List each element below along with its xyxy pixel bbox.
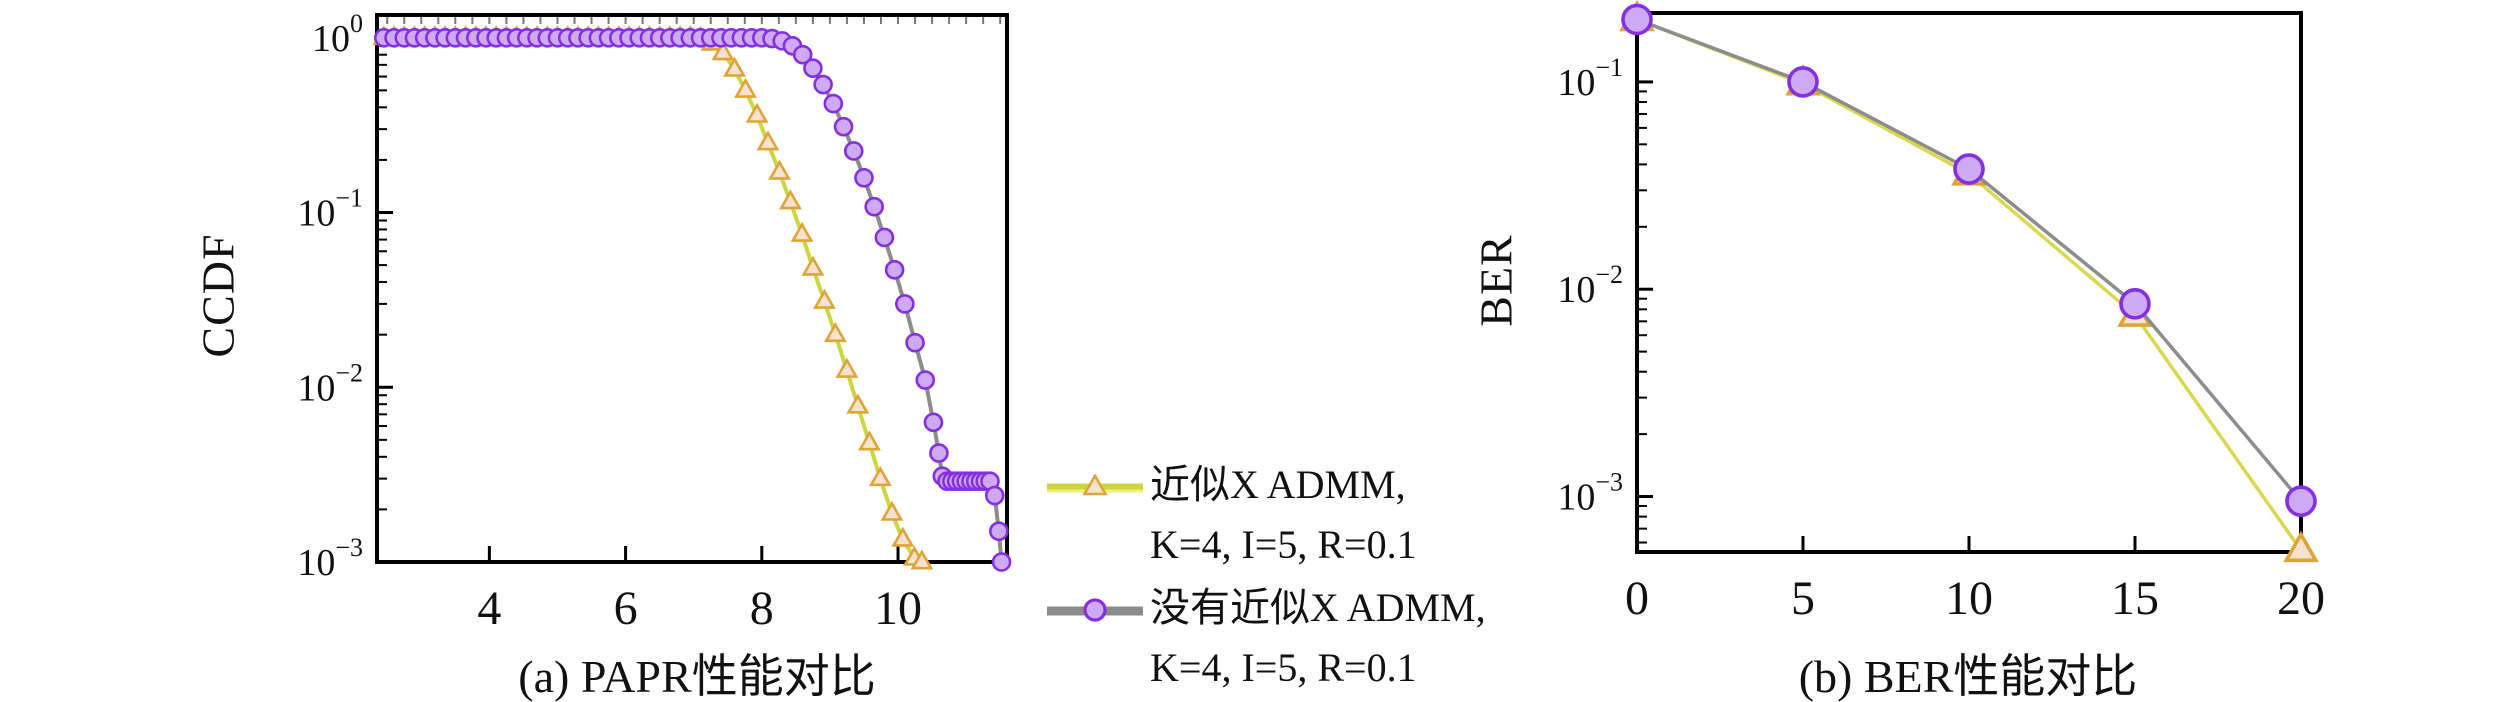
triangle-marker	[813, 288, 836, 309]
circle-marker	[854, 168, 874, 188]
circle-marker	[1953, 153, 1985, 185]
ber-y-tick-label: 10−1	[1557, 53, 1623, 104]
papr-axes-box	[375, 13, 1009, 564]
ber-series-line	[1636, 17, 2303, 503]
triangle-marker	[868, 465, 892, 487]
circle-marker	[923, 412, 944, 433]
triangle-marker	[857, 430, 881, 451]
papr-x-tick-label: 6	[614, 582, 638, 635]
ber-y-axis-label-wrap: BER	[1458, 125, 1534, 435]
circle-marker	[792, 44, 813, 65]
ber-y-axis-label: BER	[1470, 233, 1522, 327]
ber-axes-box	[1635, 11, 2303, 554]
triangle-marker	[835, 357, 859, 378]
triangle-marker	[734, 77, 757, 98]
circle-marker	[929, 443, 949, 463]
triangle-marker	[801, 255, 825, 276]
triangle-marker	[745, 102, 769, 123]
triangle-marker	[790, 221, 814, 242]
legend-label-approx-line1: 近似X ADMM,	[1150, 462, 1406, 507]
ber-x-tick-label: 10	[1945, 572, 1993, 625]
legend-label-approx-line2: K=4, I=5, R=0.1	[1150, 522, 1417, 567]
papr-y-tick-label: 10−3	[297, 533, 363, 584]
papr-y-axis-label-wrap: CCDF	[180, 140, 256, 450]
triangle-marker	[756, 130, 780, 151]
circle-marker	[843, 141, 864, 161]
circle-marker	[989, 521, 1009, 542]
circle-marker	[833, 116, 854, 137]
triangle-marker	[2283, 530, 2319, 563]
ber-x-tick-label: 20	[2277, 572, 2325, 625]
ber-x-tick-label: 15	[2111, 572, 2159, 625]
ber-chart-svg: 10−1 10−2 10−3 0 5 10 15 20	[1557, 0, 2325, 625]
papr-x-tick-label: 10	[874, 582, 922, 635]
circle-marker	[2119, 288, 2151, 320]
circle-marker	[984, 485, 1005, 506]
circle-marker	[864, 196, 884, 217]
triangle-marker	[711, 40, 735, 61]
triangle-marker	[778, 189, 802, 210]
triangle-marker	[823, 322, 847, 343]
circle-marker	[1787, 66, 1819, 98]
ber-y-tick-label: 10−2	[1557, 260, 1623, 311]
circle-marker	[884, 260, 905, 280]
circle-marker	[813, 74, 833, 95]
ber-x-tick-label: 5	[1791, 572, 1815, 625]
triangle-marker	[846, 393, 870, 414]
papr-series-line	[383, 35, 923, 564]
triangle-marker	[880, 500, 904, 521]
circle-marker	[991, 552, 1012, 572]
papr-y-tick-label: 100	[312, 9, 363, 60]
papr-x-tick-label: 4	[477, 582, 501, 635]
triangle-marker	[768, 159, 791, 180]
circle-marker	[1621, 3, 1653, 36]
papr-caption: (a) PAPR性能对比	[518, 651, 876, 702]
circle-marker	[874, 227, 895, 248]
triangle-marker	[723, 56, 747, 77]
legend-label-noapprox-line2: K=4, I=5, R=0.1	[1150, 645, 1417, 690]
circle-marker	[915, 370, 936, 390]
papr-chart-svg: 100 10−1 10−2 10−3 4 6 8 10	[297, 9, 1012, 635]
circle-marker	[895, 294, 915, 314]
ber-y-tick-label: 10−3	[1557, 468, 1623, 519]
triangle-marker	[891, 526, 915, 547]
circle-marker	[823, 93, 844, 114]
triangle-marker	[910, 549, 934, 570]
ber-caption: (b) BER性能对比	[1798, 651, 2138, 702]
circle-marker	[2285, 485, 2317, 517]
papr-y-axis-label: CCDF	[192, 232, 244, 358]
papr-y-tick-label: 10−2	[297, 358, 363, 409]
papr-y-tick-label: 10−1	[297, 184, 363, 235]
papr-x-tick-label: 8	[750, 582, 774, 635]
ber-x-tick-label: 0	[1625, 572, 1649, 625]
circle-marker	[905, 332, 925, 353]
circle-marker	[803, 58, 823, 78]
ber-series-line	[1636, 17, 2303, 552]
